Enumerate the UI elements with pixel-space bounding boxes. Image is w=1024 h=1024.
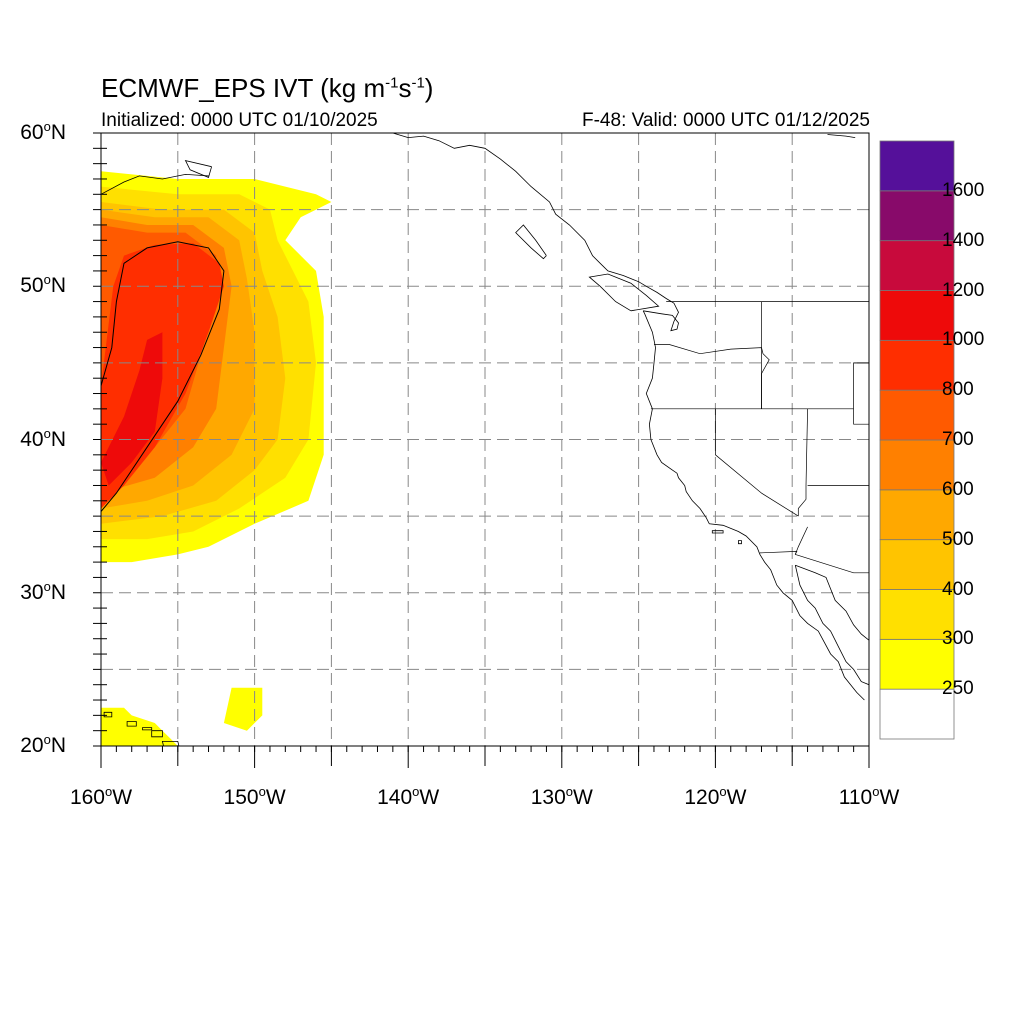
colorbar-box bbox=[879, 140, 955, 192]
island bbox=[126, 721, 137, 727]
state-border bbox=[715, 408, 799, 517]
coastline bbox=[794, 565, 869, 686]
state-border bbox=[794, 526, 808, 555]
coastline bbox=[184, 160, 212, 178]
colorbar-box bbox=[879, 638, 955, 690]
ivt-contour bbox=[101, 241, 225, 512]
valid-time: F-48: Valid: 0000 UTC 01/12/2025 bbox=[582, 110, 870, 131]
colorbar-label: 1200 bbox=[942, 279, 985, 301]
coastline bbox=[392, 133, 679, 332]
colorbar-label: 1000 bbox=[942, 329, 985, 351]
lon-label: 110oW bbox=[838, 784, 900, 809]
colorbar-box bbox=[879, 439, 955, 491]
coastline bbox=[827, 134, 856, 138]
colorbar-box bbox=[879, 190, 955, 242]
island bbox=[161, 741, 180, 746]
colorbar-box bbox=[879, 290, 955, 341]
lat-label: 60oN bbox=[20, 119, 66, 144]
coastline bbox=[101, 173, 209, 195]
colorbar-label: 300 bbox=[942, 628, 974, 650]
colorbar-label: 400 bbox=[942, 578, 974, 600]
colorbar-box bbox=[879, 389, 955, 441]
colorbar-box bbox=[879, 489, 955, 541]
lon-label: 140oW bbox=[377, 784, 440, 809]
lon-label: 130oW bbox=[530, 784, 593, 809]
coastline bbox=[588, 273, 660, 312]
lon-label: 120oW bbox=[684, 784, 747, 809]
coastline bbox=[795, 564, 869, 641]
island bbox=[151, 730, 163, 738]
coastline bbox=[642, 310, 656, 440]
colorbar-label: 250 bbox=[942, 678, 974, 700]
colorbar bbox=[879, 140, 955, 740]
island bbox=[142, 727, 153, 731]
state-border bbox=[853, 408, 869, 425]
colorbar-label: 600 bbox=[942, 478, 974, 500]
colorbar-label: 700 bbox=[942, 429, 974, 450]
lon-label: 160oW bbox=[69, 784, 133, 809]
initialized-time: Initialized: 0000 UTC 01/10/2025 bbox=[101, 110, 378, 131]
coastline bbox=[515, 224, 547, 260]
state-border bbox=[797, 408, 808, 517]
colorbar-box bbox=[879, 688, 955, 740]
coastline bbox=[650, 439, 865, 701]
coastlines bbox=[101, 133, 869, 746]
lat-label: 20oN bbox=[20, 732, 66, 757]
island bbox=[738, 540, 742, 545]
colorbar-label: 500 bbox=[942, 528, 974, 550]
ivt-band-hawaii-1 bbox=[223, 687, 263, 731]
lat-label: 40oN bbox=[20, 425, 66, 451]
colorbar-label: 800 bbox=[942, 379, 974, 401]
colorbar-box bbox=[879, 240, 955, 291]
lon-label: 150oW bbox=[223, 784, 286, 809]
lat-label: 50oN bbox=[20, 272, 66, 298]
ivt-band-1000 bbox=[101, 332, 163, 486]
island bbox=[711, 530, 724, 534]
colorbar-label: 1400 bbox=[942, 229, 985, 251]
lat-label: 30oN bbox=[20, 578, 66, 604]
ivt-contour-800 bbox=[101, 241, 225, 512]
map-title: ECMWF_EPS IVT (kg m-1s-1) bbox=[101, 73, 434, 103]
colorbar-label: 1600 bbox=[942, 179, 985, 201]
axis-ticks bbox=[93, 132, 870, 768]
lat-lon-grid bbox=[101, 133, 869, 746]
colorbar-box bbox=[879, 539, 955, 590]
